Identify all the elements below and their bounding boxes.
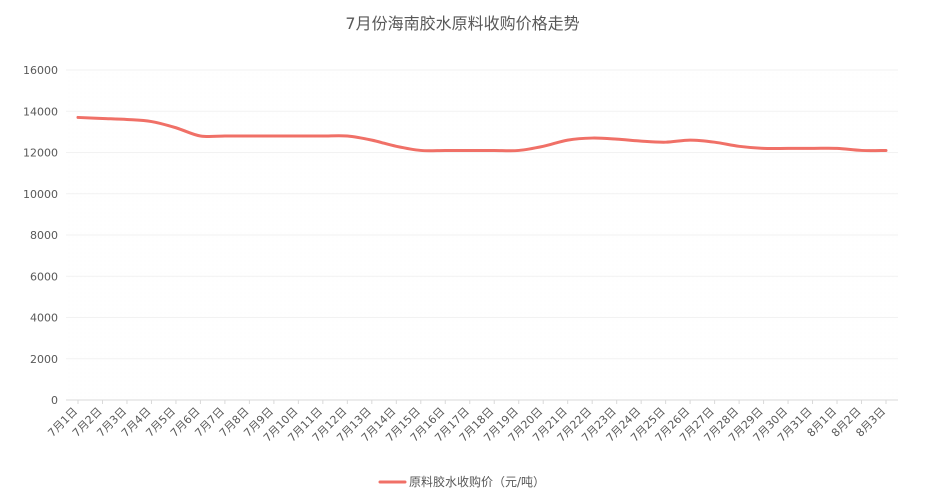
data-point <box>223 135 226 138</box>
series-line <box>76 115 888 153</box>
y-tick-label: 14000 <box>23 105 58 118</box>
data-point <box>517 149 520 152</box>
data-point <box>713 141 716 144</box>
data-point <box>615 138 618 141</box>
data-point <box>836 147 839 150</box>
data-point <box>150 120 153 123</box>
data-point <box>248 135 251 138</box>
y-tick-label: 4000 <box>30 312 58 325</box>
series-layer <box>76 115 888 153</box>
x-axis: 7月1日7月2日7月3日7月4日7月5日7月6日7月7日7月8日7月9日7月10… <box>45 399 898 445</box>
data-point <box>640 140 643 143</box>
data-point <box>77 116 80 119</box>
data-point <box>199 135 202 138</box>
data-point <box>468 149 471 152</box>
chart-title: 7月份海南胶水原料收购价格走势 <box>345 14 579 33</box>
y-tick-label: 2000 <box>30 353 58 366</box>
data-point <box>811 147 814 150</box>
data-point <box>566 139 569 142</box>
y-tick-label: 10000 <box>23 188 58 201</box>
data-point <box>174 126 177 129</box>
data-point <box>444 149 447 152</box>
y-axis: 0 2000 4000 6000 8000 10000 12000 14000 16000 <box>23 64 58 407</box>
data-point <box>860 149 863 152</box>
data-point <box>738 145 741 148</box>
legend: 原料胶水收购价（元/吨） <box>378 474 545 489</box>
data-point <box>395 145 398 148</box>
data-point <box>493 149 496 152</box>
data-point <box>101 117 104 120</box>
data-point <box>885 149 888 152</box>
y-tick-label: 12000 <box>23 147 58 160</box>
y-tick-label: 8000 <box>30 229 58 242</box>
y-tick-label: 6000 <box>30 270 58 283</box>
data-point <box>762 147 765 150</box>
data-point <box>787 147 790 150</box>
data-point <box>664 141 667 144</box>
legend-label: 原料胶水收购价（元/吨） <box>409 474 545 489</box>
data-point <box>125 118 128 121</box>
data-point <box>689 139 692 142</box>
data-point <box>542 145 545 148</box>
data-point <box>346 135 349 138</box>
data-point <box>419 149 422 152</box>
data-point <box>321 135 324 138</box>
data-point <box>272 135 275 138</box>
data-point <box>591 137 594 140</box>
y-tick-label: 0 <box>51 394 58 407</box>
y-tick-label: 16000 <box>23 64 58 77</box>
data-point <box>297 135 300 138</box>
data-point <box>370 139 373 142</box>
